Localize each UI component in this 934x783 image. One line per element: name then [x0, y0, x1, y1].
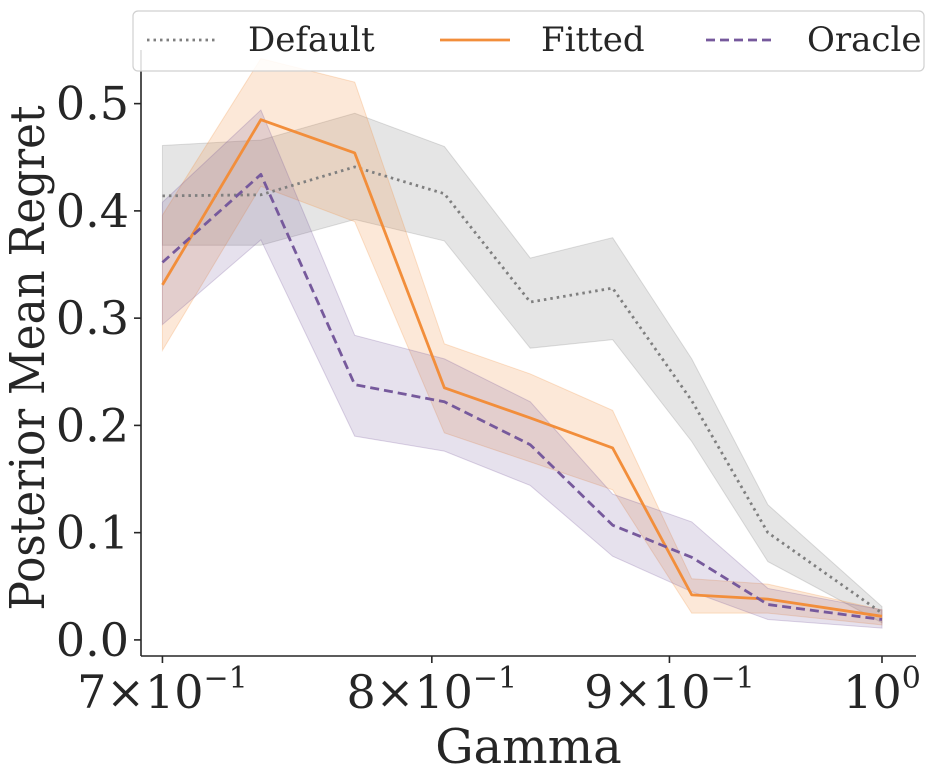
legend-label-default: Default: [248, 20, 375, 60]
legend-label-fitted: Fitted: [541, 20, 645, 60]
confidence-bands: [161, 58, 883, 629]
y-tick-label: 0.3: [56, 291, 129, 345]
x-tick-label: 100: [843, 661, 921, 719]
x-tick-label: 7×10−1: [77, 661, 248, 719]
series-lines: [161, 118, 883, 621]
legend-label-oracle: Oracle: [807, 20, 921, 60]
x-tick-label: 8×10−1: [347, 661, 518, 719]
band-fitted: [161, 58, 883, 626]
legend: Default Fitted Oracle: [132, 10, 925, 72]
axes: [140, 50, 916, 657]
x-tick-exponent: −1: [473, 661, 517, 696]
x-tick-exponent: −1: [710, 661, 754, 696]
line-default: [162, 165, 883, 615]
y-axis-label: Posterior Mean Regret: [0, 106, 56, 611]
legend-box: [132, 10, 925, 72]
y-tick-label: 0.4: [56, 184, 129, 238]
y-tick-label: 0.0: [56, 613, 129, 667]
x-axis-label: Gamma: [435, 719, 622, 775]
line-oracle: [161, 173, 883, 621]
y-ticks: 0.0 0.1 0.2 0.3 0.4 0.5: [56, 77, 141, 667]
x-ticks: 7×10−1 8×10−1 9×10−1 100: [77, 656, 921, 719]
line-fitted: [161, 118, 883, 618]
x-tick-label: 9×10−1: [584, 661, 755, 719]
x-tick-exponent: −1: [203, 661, 247, 696]
x-tick-exponent: 0: [902, 661, 921, 696]
y-tick-label: 0.1: [56, 506, 129, 560]
y-tick-label: 0.2: [56, 398, 129, 452]
y-tick-label: 0.5: [56, 77, 129, 131]
